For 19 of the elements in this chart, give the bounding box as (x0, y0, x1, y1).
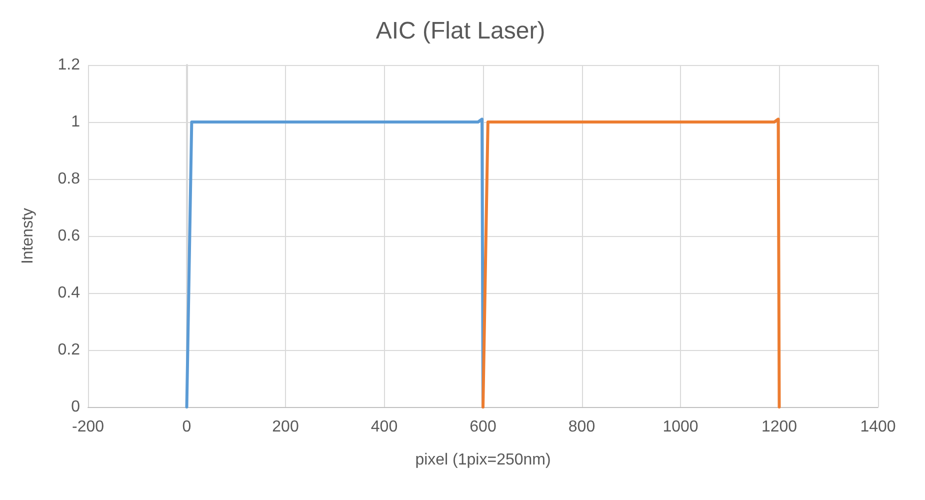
x-tick-label: -200 (72, 418, 104, 436)
x-tick-label: 800 (568, 418, 596, 436)
y-tick-label: 1.2 (58, 56, 80, 74)
chart-title: AIC (Flat Laser) (376, 18, 546, 44)
y-tick-label: 0.8 (58, 170, 80, 188)
y-tick-label: 0.6 (58, 228, 80, 244)
x-tick-label: 200 (272, 418, 299, 436)
x-tick-label: 1400 (860, 418, 896, 436)
y-tick-label: 0 (71, 398, 80, 416)
x-axis-title: pixel (1pix=250nm) (415, 452, 551, 468)
y-tick-label: 0.4 (58, 284, 80, 302)
y-axis-title: Intensty (20, 208, 36, 264)
x-tick-label: 0 (182, 418, 192, 436)
x-tick-label: 1200 (761, 418, 798, 436)
y-tick-label: 0.2 (58, 342, 80, 358)
x-tick-label: 1000 (662, 418, 698, 436)
y-tick-label: 1 (71, 114, 80, 130)
x-tick-label: 600 (470, 418, 496, 436)
x-tick-label: 400 (370, 418, 398, 436)
